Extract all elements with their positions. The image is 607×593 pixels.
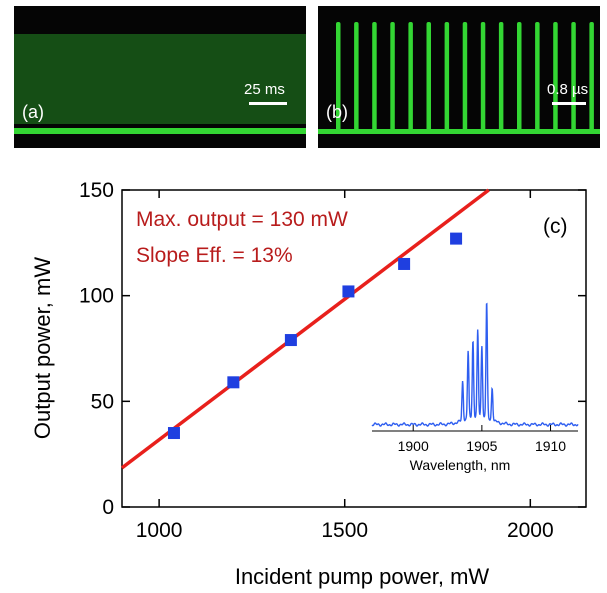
data-point [342, 285, 355, 298]
x-axis-label: Incident pump power, mW [235, 564, 490, 589]
pulse [426, 22, 431, 132]
y-tick-label: 50 [91, 390, 114, 413]
panel-b-pulses [336, 22, 594, 132]
data-point [450, 232, 463, 245]
pulse [571, 22, 576, 132]
pulse [390, 22, 395, 132]
pulse [354, 22, 359, 132]
pulse [444, 22, 450, 132]
panel-b-scale-bar [552, 102, 586, 105]
y-tick-label: 0 [102, 496, 114, 519]
panel-a-trace-baseline [14, 128, 306, 134]
x-tick-label: 1000 [136, 519, 183, 542]
panel-a-label: (a) [22, 102, 44, 122]
pulse [498, 22, 504, 132]
y-axis-label: Output power, mW [30, 257, 55, 439]
inset-spectrum: 1900 1905 1910 Wavelength, nm [371, 302, 579, 473]
y-tick-labels: 0 50 100 150 [79, 179, 114, 519]
panel-a-background [14, 6, 306, 148]
panel-a: (a) 25 ms [14, 6, 306, 148]
panel-a-cw-band [14, 34, 306, 124]
inset-x-tick-label: 1905 [466, 438, 497, 454]
data-point [398, 257, 411, 270]
pulse [535, 22, 540, 132]
pulse [480, 22, 486, 132]
pulse [372, 22, 377, 132]
panel-a-scale-label: 25 ms [244, 81, 285, 98]
panel-b: (b) 0.8 µs [318, 6, 600, 148]
pulse [553, 22, 558, 132]
inset-spectrum-trace [371, 302, 579, 427]
data-point [167, 427, 180, 440]
pulse [408, 22, 413, 132]
x-tick-labels: 1000 1500 2000 [136, 519, 554, 542]
pulse [589, 22, 594, 132]
inset-x-tick-labels: 1900 1905 1910 [398, 438, 567, 454]
panel-b-label: (b) [326, 102, 348, 122]
pulse [517, 22, 522, 132]
y-tick-label: 100 [79, 285, 114, 308]
annotation-slope-efficiency: Slope Eff. = 13% [136, 244, 293, 267]
panel-c-label: (c) [543, 215, 568, 238]
x-tick-label: 1500 [321, 519, 368, 542]
panel-c: 1000 1500 2000 0 50 100 150 Incident pump pow… [30, 179, 587, 589]
fit-line [120, 188, 490, 470]
pulse [336, 22, 341, 132]
inset-x-axis-label: Wavelength, nm [410, 457, 511, 473]
axis-ticks [122, 189, 586, 508]
y-tick-label: 150 [79, 179, 114, 202]
panel-b-scale-label: 0.8 µs [547, 81, 588, 98]
inset-x-tick-label: 1900 [398, 438, 429, 454]
annotation-max-output: Max. output = 130 mW [136, 208, 348, 231]
panel-b-background [318, 6, 600, 148]
data-point [227, 376, 240, 389]
panel-b-trace-baseline [318, 129, 600, 134]
inset-x-ticks [412, 425, 552, 431]
panel-a-scale-bar [249, 102, 287, 105]
plot-frame [121, 189, 587, 508]
data-point [284, 334, 297, 347]
x-tick-label: 2000 [507, 519, 554, 542]
data-markers [167, 232, 463, 440]
pulse [462, 22, 468, 132]
inset-x-tick-label: 1910 [535, 438, 566, 454]
